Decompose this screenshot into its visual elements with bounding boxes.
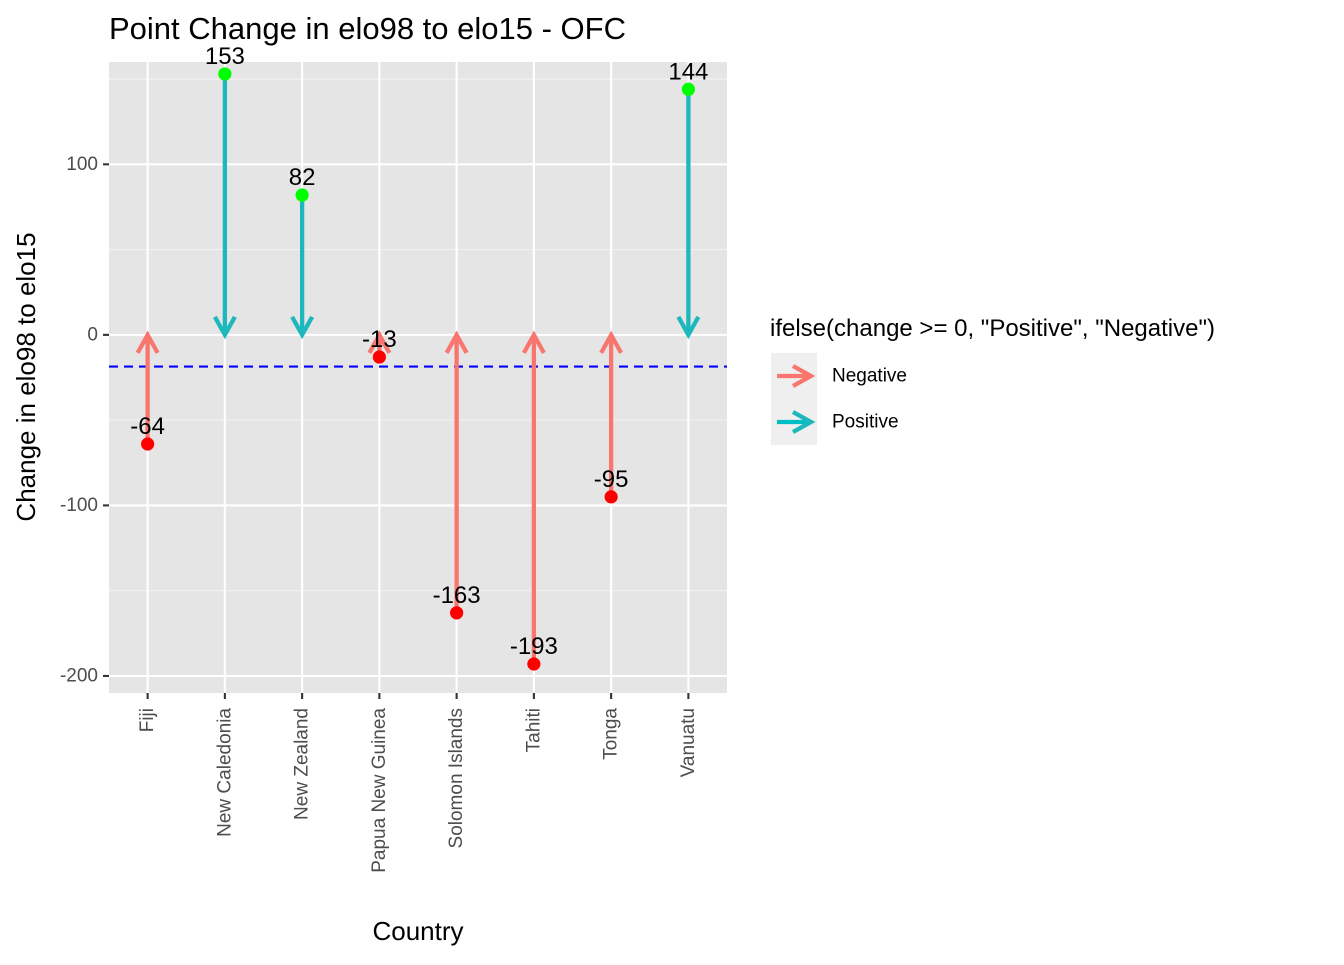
legend-title: ifelse(change >= 0, "Positive", "Negativ… (770, 315, 1215, 342)
legend-label-negative: Negative (832, 366, 907, 387)
x-tick-label: Solomon Islands (446, 708, 467, 848)
y-tick-label: -100 (60, 495, 98, 516)
value-label-fiji: -64 (130, 413, 165, 440)
value-label-papua-new-guinea: -13 (362, 326, 397, 353)
x-tick-label: Fiji (137, 708, 158, 732)
point-solomon-islands (450, 606, 464, 620)
x-tick-label: Vanuatu (678, 708, 699, 777)
legend-label-positive: Positive (832, 412, 899, 433)
legend-entries: Negative Positive (777, 364, 907, 434)
x-tick-label: New Zealand (292, 708, 313, 820)
y-tick-label: 0 (87, 324, 98, 345)
value-label-new-caledonia: 153 (205, 43, 245, 70)
point-fiji (141, 437, 155, 451)
points-layer (141, 67, 695, 671)
x-tick-label: Tonga (601, 708, 622, 760)
x-tick-label: New Caledonia (214, 708, 235, 837)
y-tick-label: -200 (60, 665, 98, 686)
value-label-solomon-islands: -163 (433, 582, 481, 609)
chart-title: Point Change in elo98 to elo15 - OFC (109, 11, 626, 46)
point-new-caledonia (218, 67, 232, 81)
legend: ifelse(change >= 0, "Positive", "Negativ… (770, 315, 1215, 445)
arrows-layer (135, 73, 701, 665)
point-papua-new-guinea (372, 350, 386, 364)
point-new-zealand (295, 188, 309, 202)
x-axis: Fiji New Caledonia New Zealand Papua New Gu… (137, 693, 699, 873)
point-tonga (604, 490, 618, 504)
legend-key-background (771, 353, 817, 445)
value-label-tonga: -95 (594, 466, 629, 493)
plot-panel (109, 62, 727, 693)
y-axis-title: Change in elo98 to elo15 (11, 232, 41, 521)
x-tick-label: Tahiti (523, 708, 544, 752)
value-label-vanuatu: 144 (668, 58, 708, 85)
value-label-tahiti: -193 (510, 633, 558, 660)
point-tahiti (527, 657, 541, 671)
y-axis: -200 -100 0 100 (60, 154, 109, 686)
x-tick-label: Papua New Guinea (369, 708, 390, 873)
point-vanuatu (681, 82, 695, 96)
y-tick-label: 100 (66, 154, 98, 175)
value-labels-layer: -64 153 82 -13 -163 -193 -95 144 (130, 43, 708, 660)
minor-grid (109, 78, 727, 592)
x-axis-title: Country (372, 916, 463, 946)
value-label-new-zealand: 82 (289, 164, 316, 191)
